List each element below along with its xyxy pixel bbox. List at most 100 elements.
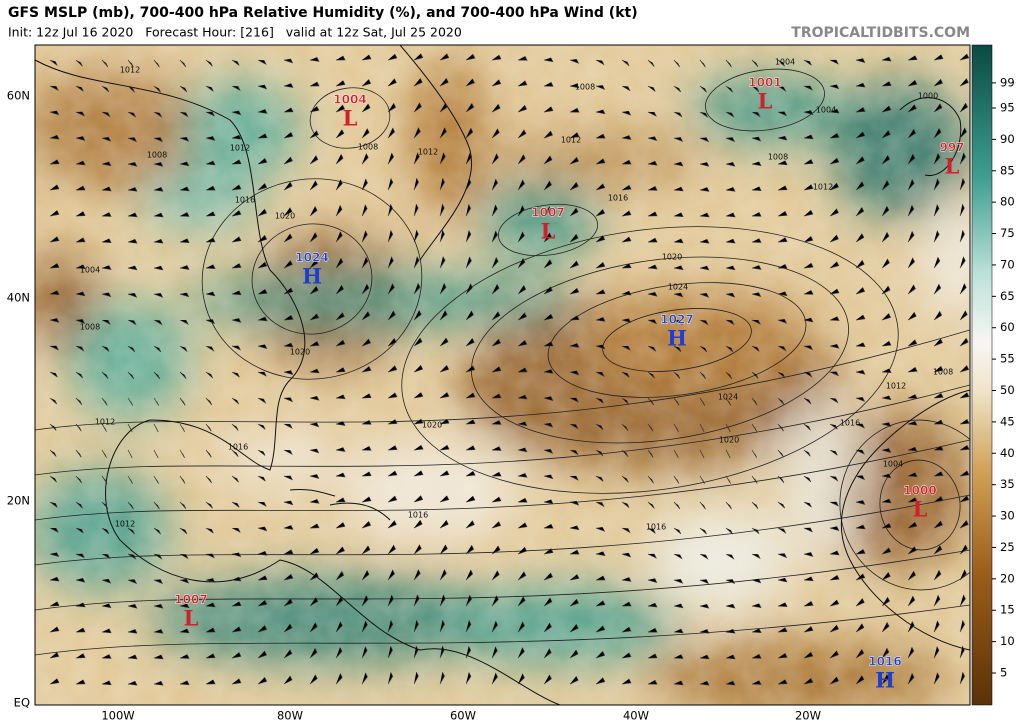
wind-barb	[777, 318, 788, 324]
wind-barb	[933, 103, 943, 113]
wind-barb	[881, 674, 890, 685]
wind-barb	[387, 470, 398, 477]
wind-barb	[673, 345, 682, 352]
wind-barb	[543, 341, 554, 347]
wind-barb	[907, 129, 917, 139]
wind-barb	[179, 186, 190, 192]
wind-barb	[725, 628, 736, 634]
wind-barb	[855, 500, 866, 505]
wind-barb	[959, 178, 966, 191]
wind-barb	[257, 575, 268, 581]
wind-barb	[855, 207, 865, 217]
wind-barb	[517, 154, 526, 165]
wind-barb	[621, 345, 631, 351]
wind-barb	[699, 449, 705, 459]
wind-barb	[621, 371, 630, 378]
wind-barb	[439, 337, 449, 347]
wind-barb	[127, 397, 134, 406]
wind-barb	[569, 207, 579, 217]
isobar-label: 1024	[718, 393, 738, 402]
wind-barb	[647, 602, 658, 608]
wind-barb	[257, 449, 266, 456]
wind-barb	[231, 652, 242, 659]
wind-barb	[413, 444, 424, 451]
isobar-label: 1012	[120, 66, 140, 75]
wind-barb	[361, 230, 368, 243]
wind-barb	[335, 179, 343, 191]
wind-barb	[101, 423, 107, 432]
wind-barb	[621, 652, 632, 659]
wind-barb	[543, 180, 552, 191]
wind-barb	[881, 81, 892, 87]
wind-barb	[569, 343, 580, 348]
wind-barb	[283, 397, 294, 403]
wind-barb	[595, 449, 604, 457]
wind-barb	[517, 497, 528, 503]
wind-barb	[569, 315, 580, 321]
wind-barb	[206, 185, 216, 191]
wind-barb	[881, 340, 892, 347]
wind-barb	[803, 85, 813, 91]
wind-barb	[75, 345, 85, 352]
wind-barb	[569, 500, 580, 506]
wind-barb	[205, 111, 215, 117]
wind-barb	[491, 79, 502, 87]
wind-barb	[725, 137, 736, 143]
wind-barb	[517, 80, 528, 87]
wind-barb	[335, 571, 345, 581]
wind-barb	[829, 316, 840, 321]
wind-barb	[777, 553, 788, 559]
wind-barb	[829, 501, 839, 507]
map-frame	[34, 44, 971, 706]
wind-barb	[699, 187, 710, 192]
wind-barb	[751, 212, 762, 217]
wind-barb	[881, 56, 892, 62]
wind-barb	[777, 501, 786, 509]
wind-barb	[595, 651, 606, 659]
coast-caribbean	[289, 489, 391, 521]
wind-barb	[179, 603, 190, 609]
wind-barb	[803, 209, 814, 217]
wind-barb	[75, 449, 82, 458]
wind-barb	[673, 319, 683, 326]
wind-barb	[49, 184, 60, 191]
wind-barb	[959, 594, 966, 607]
wind-barb	[881, 130, 891, 139]
wind-barb	[387, 445, 398, 451]
wind-barb	[803, 601, 814, 607]
wind-barb	[205, 160, 216, 166]
wind-barb	[751, 475, 758, 484]
wind-barb	[309, 313, 320, 321]
wind-barb	[335, 497, 346, 503]
wind-barb	[101, 212, 112, 217]
wind-barb	[231, 184, 242, 191]
wind-barb	[413, 178, 419, 191]
coast-newfoundland	[399, 45, 472, 261]
wind-barb	[439, 470, 450, 477]
wind-barb	[49, 678, 60, 685]
wind-barb	[907, 231, 915, 243]
wind-barb	[517, 394, 528, 400]
wind-barb	[829, 343, 840, 349]
wind-barb	[309, 57, 320, 62]
wind-barb	[648, 237, 658, 243]
wind-barb	[127, 319, 137, 326]
wind-barb	[907, 621, 915, 633]
wind-barb	[907, 367, 918, 373]
colorbar-tick-label: 60	[1000, 320, 1015, 334]
wind-barb	[127, 137, 138, 143]
wind-barb	[413, 229, 419, 243]
longitude-label: 100W	[101, 709, 134, 723]
wind-barb	[101, 238, 112, 243]
wind-barb	[465, 204, 471, 217]
wind-barb	[127, 162, 138, 167]
wind-barb	[855, 623, 865, 633]
pressure-center-letter: H	[302, 264, 322, 289]
longitude-label: 60W	[450, 709, 476, 723]
wind-barb	[933, 128, 942, 139]
wind-barb	[777, 475, 785, 484]
wind-barb	[959, 310, 968, 321]
wind-barb	[517, 647, 525, 659]
wind-barb	[205, 59, 213, 67]
wind-barb	[205, 653, 216, 659]
